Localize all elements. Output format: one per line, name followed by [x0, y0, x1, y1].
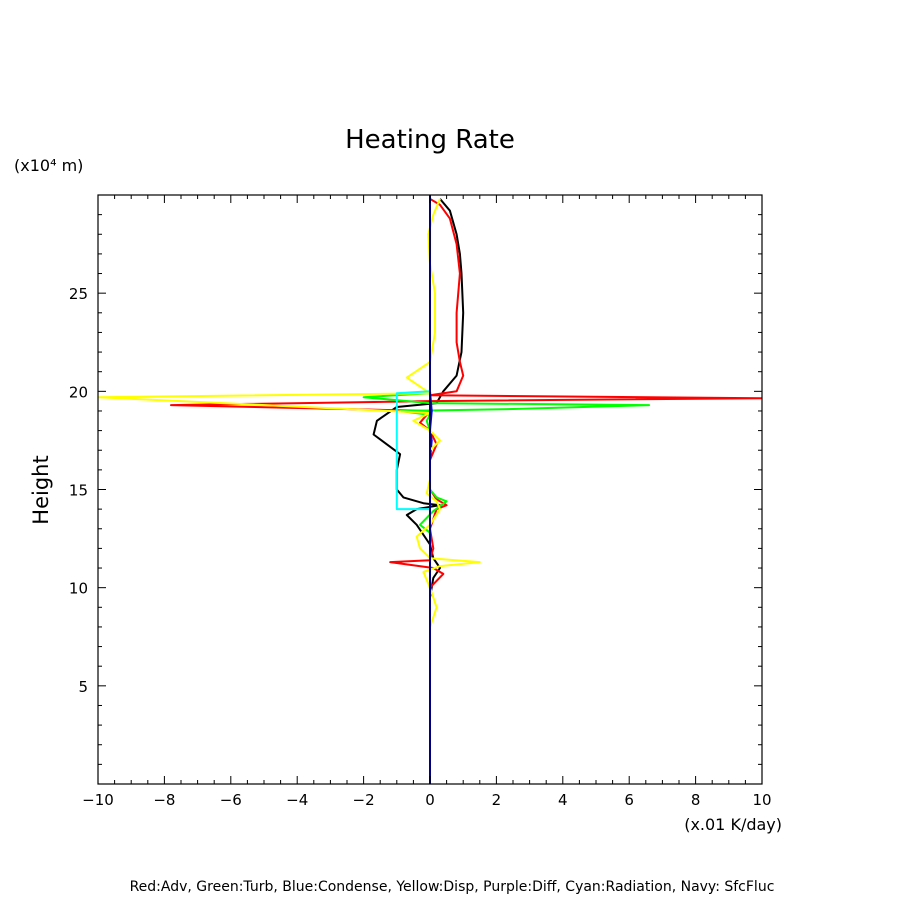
series-line-5 [395, 390, 431, 511]
x-tick-label: −10 [82, 791, 114, 809]
x-tick-label: −2 [353, 791, 375, 809]
series-line-4 [98, 198, 481, 628]
x-axis-label: (x.01 K/day) [684, 815, 782, 834]
x-tick-label: 0 [425, 791, 435, 809]
y-axis-label: Height [29, 455, 53, 524]
y-tick-label: 5 [78, 678, 88, 696]
x-tick-label: −4 [286, 791, 308, 809]
y-tick-label: 10 [69, 580, 88, 598]
series-layer [98, 195, 762, 784]
series-line-1 [170, 198, 762, 637]
x-tick-label: 8 [691, 791, 701, 809]
plot-frame [97, 194, 763, 785]
chart-title: Heating Rate [345, 125, 515, 155]
series-line-2 [362, 392, 651, 534]
x-tick-label: 6 [624, 791, 634, 809]
series-line-0 [372, 198, 465, 641]
legend-caption: Red:Adv, Green:Turb, Blue:Condense, Yell… [130, 879, 775, 895]
y-tick-label: 20 [69, 383, 88, 401]
x-tick-label: 2 [492, 791, 502, 809]
y-unit-label: (x10⁴ m) [14, 156, 83, 175]
x-tick-label: −6 [220, 791, 242, 809]
y-tick-label: 25 [69, 285, 88, 303]
x-tick-label: 4 [558, 791, 568, 809]
tick-labels: −10 −8 −6 −4 −2 0 2 4 6 8 10 5 10 15 20 25 [69, 285, 772, 809]
x-tick-label: 10 [752, 791, 771, 809]
y-tick-label: 15 [69, 482, 88, 500]
x-tick-label: −8 [153, 791, 175, 809]
